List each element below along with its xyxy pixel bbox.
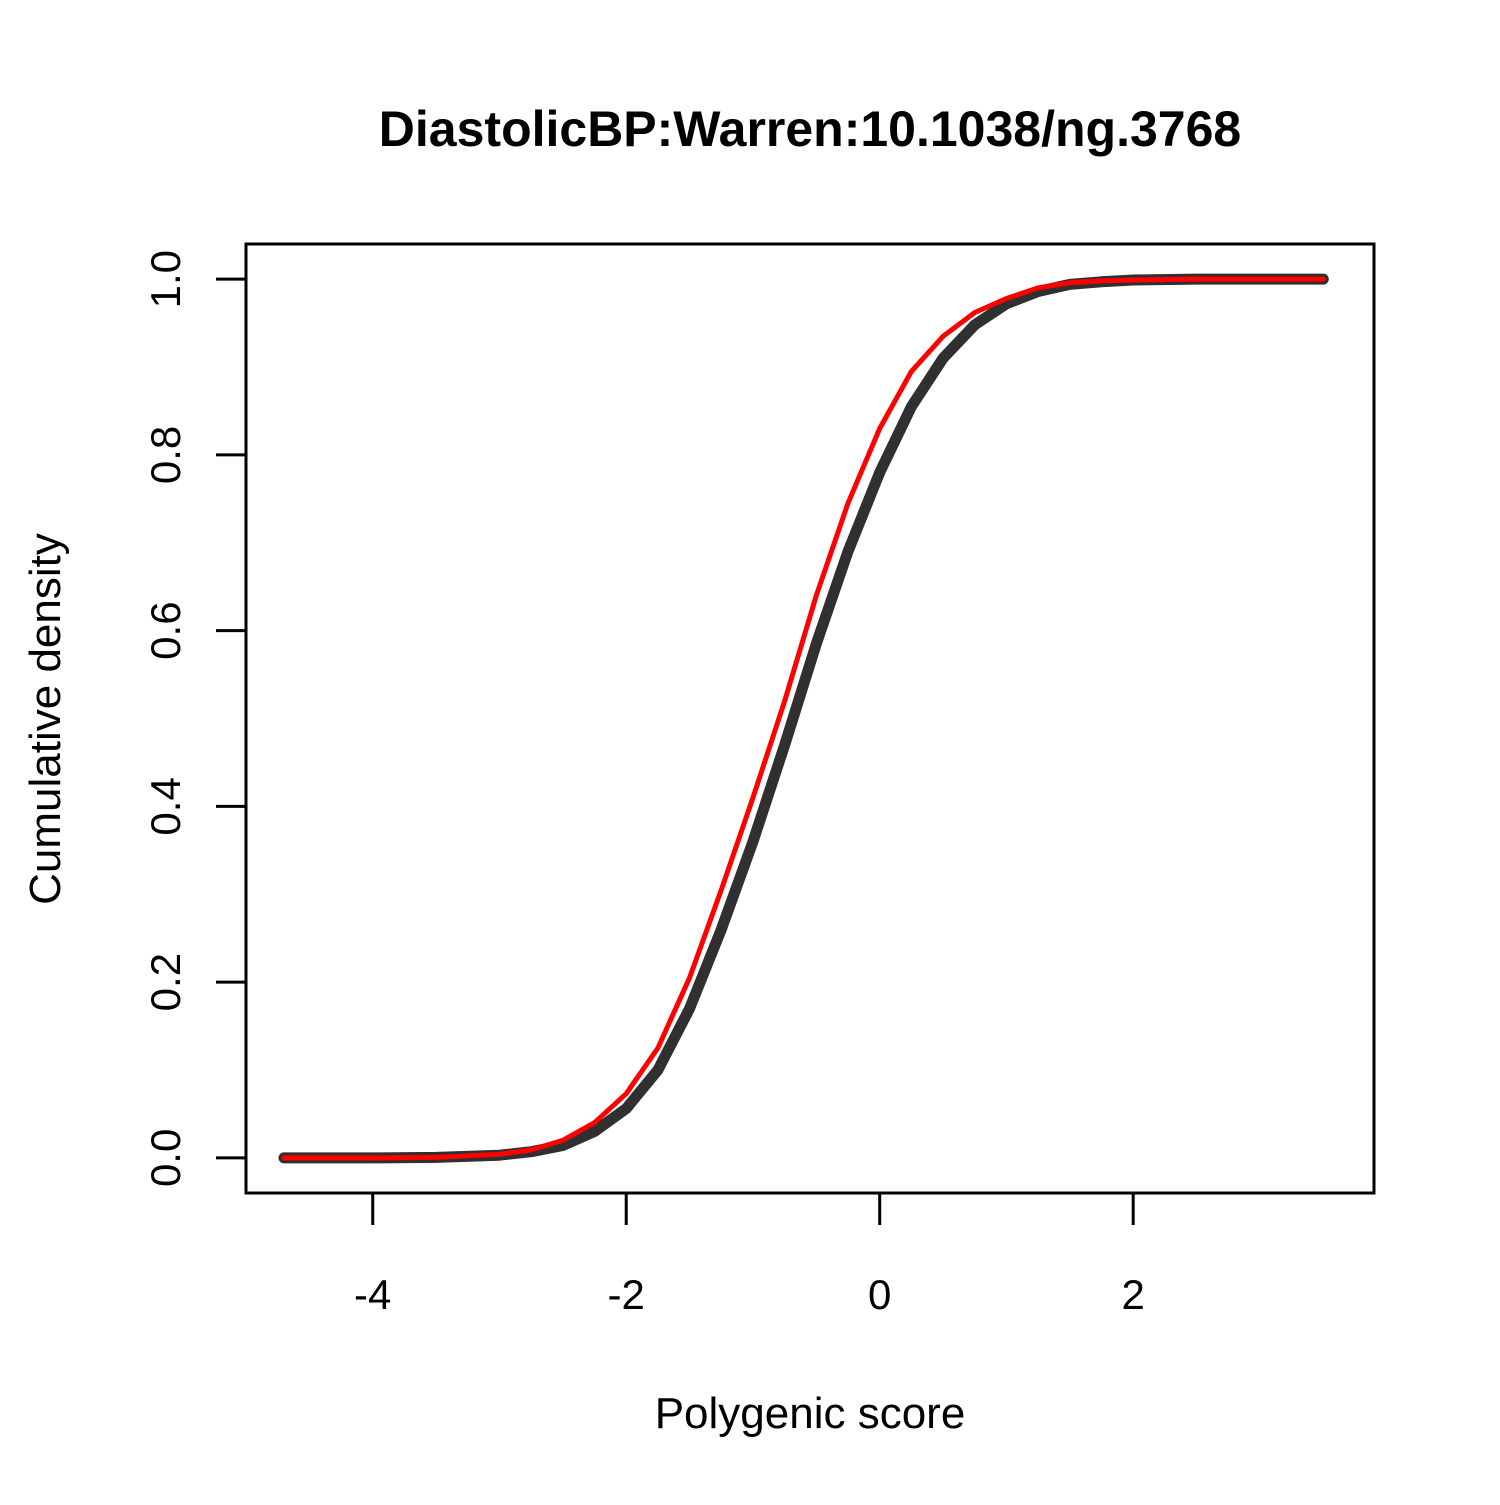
x-tick-label: 0 bbox=[868, 1271, 891, 1318]
y-tick-label: 0.4 bbox=[142, 777, 189, 835]
y-tick-label: 0.0 bbox=[142, 1129, 189, 1187]
y-axis-label: Cumulative density bbox=[21, 533, 70, 905]
plot-area bbox=[278, 273, 1329, 1164]
series-line-2 bbox=[281, 276, 1326, 1161]
plot-frame bbox=[244, 242, 1376, 1195]
x-tick-label: 2 bbox=[1122, 1271, 1145, 1318]
y-tick-label: 0.2 bbox=[142, 953, 189, 1011]
chart-title: DiastolicBP:Warren:10.1038/ng.3768 bbox=[379, 101, 1241, 157]
y-tick-label: 0.6 bbox=[142, 601, 189, 659]
series-line-1 bbox=[278, 273, 1329, 1164]
y-axis: 0.0 0.2 0.4 0.6 0.8 1.0 bbox=[142, 250, 248, 1187]
x-tick-label: -2 bbox=[608, 1271, 645, 1318]
y-tick-label: 0.8 bbox=[142, 426, 189, 484]
x-axis-label: Polygenic score bbox=[655, 1389, 966, 1438]
y-tick-label: 1.0 bbox=[142, 250, 189, 308]
x-axis: -4 -2 0 2 bbox=[354, 1191, 1145, 1318]
x-tick-label: -4 bbox=[354, 1271, 391, 1318]
